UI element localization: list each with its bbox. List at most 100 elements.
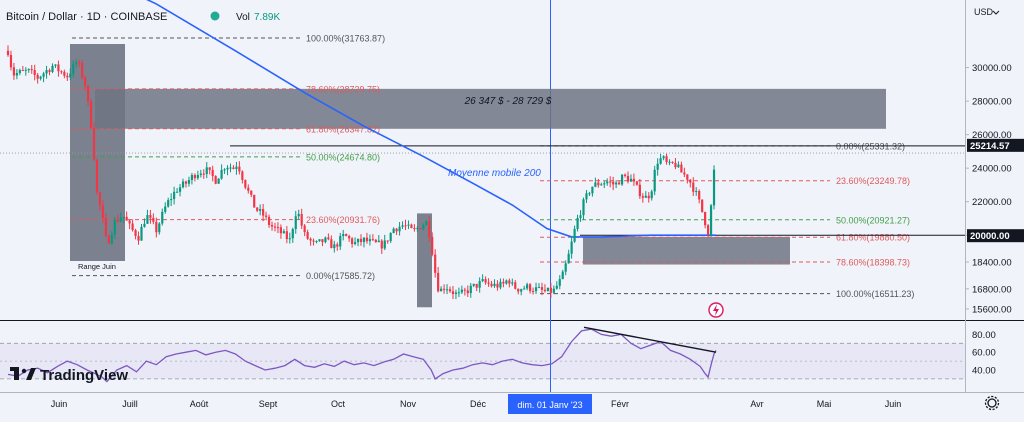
candle-body — [229, 167, 232, 169]
chevron-down-icon[interactable] — [992, 10, 1000, 15]
candle-body — [291, 229, 294, 239]
time-tick-label: Juill — [122, 399, 138, 409]
candle-body — [101, 205, 105, 218]
candle-body — [635, 181, 638, 185]
candle-body — [395, 228, 398, 232]
fib-level-label: 23.60%(23249.78) — [836, 176, 910, 186]
candle-body — [282, 231, 285, 234]
candle-body — [706, 225, 710, 236]
candle-body — [63, 71, 66, 76]
currency-selector[interactable]: USD — [974, 7, 994, 17]
fib-level-label: 0.00%(17585.72) — [306, 271, 375, 281]
candle-body — [279, 227, 283, 234]
candle-body — [520, 289, 523, 292]
candle-body — [398, 226, 401, 232]
candle-body — [181, 181, 185, 188]
candle-body — [428, 221, 431, 237]
price-tick-label: 26000.00 — [972, 130, 1012, 141]
candle-body — [362, 237, 366, 243]
candle-body — [128, 220, 131, 224]
candle-body — [656, 163, 659, 170]
candle-body — [184, 181, 188, 184]
candle-body — [472, 283, 475, 286]
fib-level-label: 23.60%(20931.76) — [306, 215, 380, 225]
candle-body — [597, 182, 600, 186]
candle-body — [339, 236, 342, 247]
rsi-line — [7, 328, 717, 383]
fib-level-label: 50.00%(24674.80) — [306, 152, 380, 162]
candle-body — [33, 70, 36, 75]
gear-icon[interactable] — [984, 395, 1000, 411]
volume-label: Vol — [236, 12, 250, 23]
time-tick-label: Déc — [470, 399, 487, 409]
candle-body — [86, 85, 90, 102]
lightning-icon[interactable] — [708, 302, 724, 318]
candle-body — [677, 164, 680, 168]
candle-body — [709, 205, 713, 236]
candle-body — [190, 175, 194, 181]
level-20000-value: 20000.00 — [970, 231, 1010, 242]
candle-body — [555, 285, 558, 289]
candle-body — [431, 236, 434, 255]
candle-body — [570, 241, 573, 254]
candle-body — [164, 206, 167, 212]
candle-body — [95, 159, 99, 193]
fib-level-label: 78.60%(28729.75) — [306, 84, 380, 94]
candle-body — [351, 238, 354, 244]
candle-body — [276, 227, 280, 229]
candle-body — [416, 228, 419, 230]
candle-body — [211, 170, 214, 177]
level-20000-tag — [967, 229, 1024, 243]
time-tick-label: Avr — [750, 399, 763, 409]
crosshair-date-tag — [508, 394, 592, 414]
candle-body — [273, 226, 277, 228]
time-tick-label: Mai — [817, 399, 832, 409]
candle-body — [9, 55, 13, 68]
candle-body — [419, 228, 422, 230]
crosshair-date: dim. 01 Janv '23 — [517, 400, 582, 410]
candle-body — [481, 279, 484, 282]
candle-body — [576, 218, 579, 229]
candle-body — [125, 216, 128, 221]
candle-body — [659, 158, 662, 164]
candle-body — [460, 289, 463, 293]
candle-body — [21, 70, 24, 72]
candle-body — [413, 227, 416, 230]
candle-body — [48, 70, 51, 72]
candle-body — [264, 215, 268, 217]
rsi-tick-label: 40.00 — [972, 366, 996, 377]
candle-body — [505, 280, 508, 284]
candle-body — [98, 192, 102, 206]
candle-body — [558, 279, 561, 286]
candle-body — [466, 290, 469, 294]
candle-body — [434, 254, 437, 273]
candle-body — [193, 175, 196, 179]
candle-body — [386, 240, 389, 242]
candle-body — [333, 244, 336, 249]
candle-body — [152, 217, 155, 222]
rsi-tick-label: 60.00 — [972, 348, 996, 359]
candle-body — [704, 212, 707, 226]
candle-body — [60, 71, 63, 73]
candle-body — [380, 240, 383, 249]
rsi-panel — [0, 322, 965, 392]
brand-name: TradingView — [40, 367, 128, 384]
candle-body — [609, 181, 612, 183]
candle-body — [671, 161, 674, 163]
candle-body — [478, 281, 481, 288]
range-juin-box — [70, 44, 125, 261]
fib-level-label: 100.00%(16511.23) — [836, 289, 914, 299]
candle-body — [668, 161, 671, 163]
rsi-tick-label: 80.00 — [972, 330, 996, 341]
candle-body — [214, 176, 217, 184]
candle-body — [92, 128, 96, 160]
candle-body — [615, 182, 618, 185]
zone-label: 26 347 $ - 28 729 $ — [464, 96, 552, 107]
candle-body — [223, 169, 226, 171]
candle-body — [359, 238, 363, 243]
candle-body — [45, 70, 48, 74]
candle-body — [173, 191, 176, 200]
candle-body — [110, 234, 113, 244]
candle-body — [72, 63, 75, 74]
